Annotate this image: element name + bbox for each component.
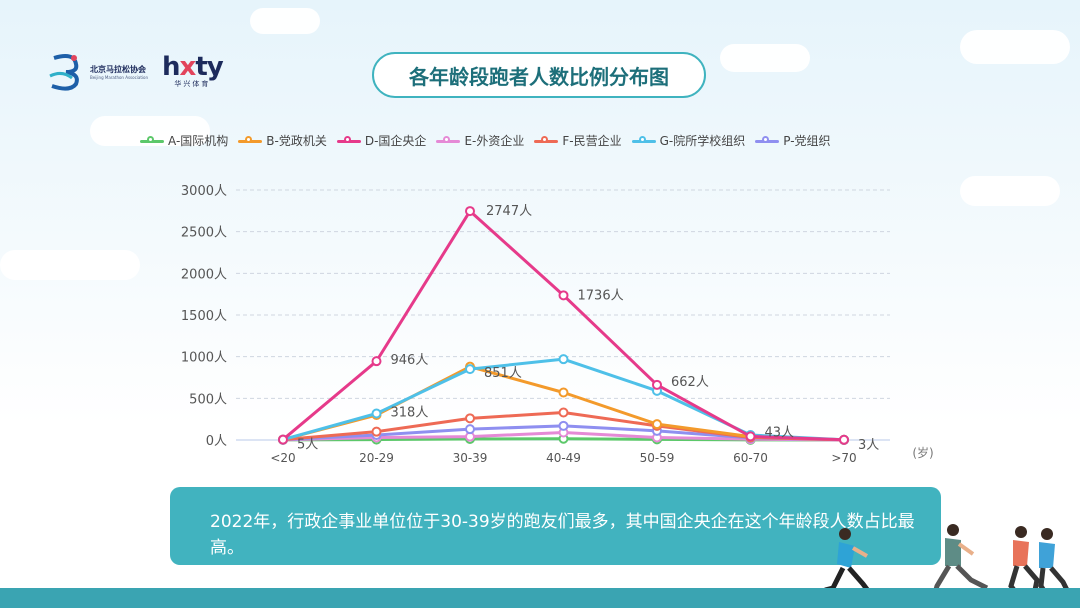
legend-swatch (755, 135, 780, 146)
data-point (465, 413, 475, 424)
x-tick-label: 50-59 (640, 451, 675, 465)
y-tick-label: 3000人 (181, 184, 227, 199)
legend-item[interactable]: P-党组织 (755, 132, 831, 149)
legend-label: B-党政机关 (266, 134, 327, 148)
legend-label: F-民营企业 (562, 134, 622, 148)
y-tick-label: 1500人 (181, 309, 227, 324)
page-title: 各年龄段跑者人数比例分布图 (372, 52, 706, 98)
legend-item[interactable]: B-党政机关 (238, 132, 327, 149)
legend-item[interactable]: G-院所学校组织 (631, 132, 746, 149)
data-label: 662人 (671, 375, 709, 390)
y-tick-label: 500人 (189, 392, 227, 407)
data-point (558, 420, 569, 431)
y-tick-label: 2500人 (181, 226, 227, 241)
legend-swatch (534, 135, 559, 146)
legend-label: D-国企央企 (364, 134, 427, 148)
series-line (282, 209, 845, 442)
data-label: 1736人 (578, 288, 624, 303)
legend-swatch (140, 135, 164, 146)
data-label: 2747人 (486, 204, 532, 219)
y-tick-label: 2000人 (181, 267, 227, 282)
data-label: 3人 (858, 438, 879, 453)
cloud-decoration (720, 44, 810, 72)
data-point (371, 356, 382, 367)
association-name: 北京马拉松协会 (90, 65, 146, 74)
legend-swatch (436, 135, 461, 146)
summary-text: 2022年，行政企事业单位位于30-39岁的跑友们最多，其中国企央企在这个年龄段… (170, 487, 941, 565)
cloud-decoration (250, 8, 320, 34)
data-point (465, 206, 475, 217)
chart-legend: A-国际机构 B-党政机关 D-国企央企 E-外资企业 F-民营企业 G-院所学校组织 P-… (140, 132, 831, 149)
data-point (465, 424, 475, 435)
x-tick-label: 60-70 (733, 451, 768, 465)
logo-area: 北京马拉松协会 Beijing Marathon Association hxt… (48, 52, 224, 92)
data-point (371, 426, 382, 437)
x-tick-label: 40-49 (546, 451, 581, 465)
brand-subtitle: 华兴体育 (174, 80, 211, 88)
x-tick-label: 20-29 (359, 451, 394, 465)
data-point (745, 431, 756, 442)
data-label: 318人 (391, 406, 429, 421)
data-label: 946人 (391, 353, 429, 368)
data-point (652, 379, 662, 390)
x-tick-label: 30-39 (453, 451, 488, 465)
legend-item[interactable]: D-国企央企 (336, 132, 427, 149)
data-point (652, 419, 662, 430)
legend-item[interactable]: A-国际机构 (140, 132, 228, 149)
legend-label: P-党组织 (783, 134, 831, 148)
data-point (558, 290, 569, 301)
data-point (558, 387, 569, 398)
association-logo: 北京马拉松协会 Beijing Marathon Association (48, 52, 148, 92)
y-tick-label: 0人 (206, 434, 227, 449)
cloud-decoration (960, 30, 1070, 64)
association-name-en: Beijing Marathon Association (90, 75, 149, 80)
data-label: 5人 (297, 438, 318, 453)
x-tick-label: <20 (270, 451, 295, 465)
y-tick-label: 1000人 (181, 351, 227, 366)
data-label: 43人 (765, 425, 795, 440)
legend-swatch (336, 135, 361, 146)
brand-logo: hxty 华兴体育 (162, 52, 224, 89)
marathon-association-icon (49, 54, 79, 91)
x-axis-label: (岁) (912, 445, 933, 460)
brand-wordmark: hxty (162, 52, 224, 82)
legend-swatch (238, 135, 263, 146)
cloud-decoration (960, 176, 1060, 206)
data-point (371, 408, 382, 419)
data-label: 851人 (484, 366, 522, 381)
legend-label: A-国际机构 (168, 134, 229, 148)
data-point (839, 434, 849, 445)
data-point (465, 364, 475, 375)
legend-label: E-外资企业 (464, 134, 525, 148)
legend-item[interactable]: E-外资企业 (436, 132, 524, 149)
data-point (278, 434, 288, 445)
legend-swatch (631, 135, 656, 146)
data-point (558, 407, 569, 418)
cloud-decoration (0, 250, 140, 280)
legend-label: G-院所学校组织 (659, 134, 746, 148)
bottom-bar (0, 588, 1080, 608)
data-point (558, 354, 569, 365)
legend-item[interactable]: F-民营企业 (534, 132, 622, 149)
x-tick-label: >70 (831, 451, 856, 465)
